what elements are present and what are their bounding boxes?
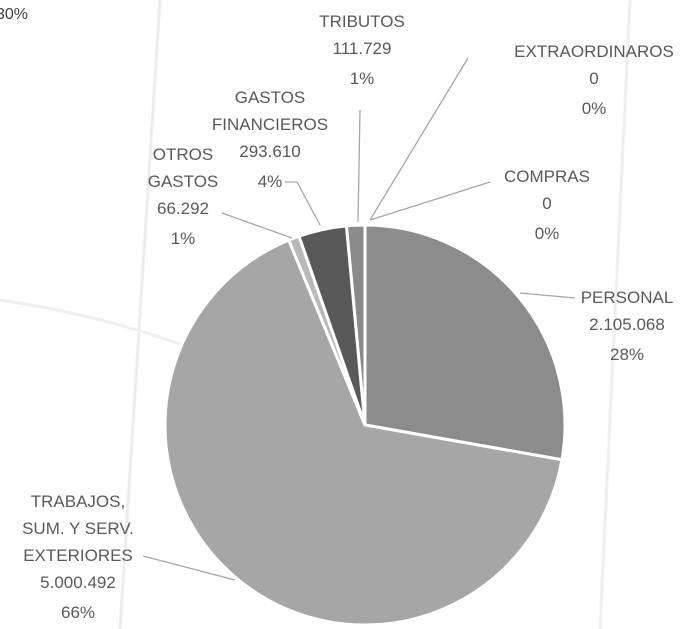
leader-line bbox=[369, 57, 469, 221]
background-line bbox=[118, 0, 162, 629]
percent-label: 66% bbox=[60, 603, 96, 622]
category-label: PERSONAL bbox=[580, 288, 674, 307]
pie-slice bbox=[363, 223, 567, 462]
leader-line bbox=[369, 181, 491, 221]
category-label: TRIBUTOS bbox=[319, 12, 405, 31]
value-label: 66.292 bbox=[157, 199, 209, 218]
value-label: 111.729 bbox=[332, 39, 392, 58]
percent-label: 1% bbox=[170, 229, 196, 248]
percent-label: 1% bbox=[349, 69, 375, 88]
leader-line bbox=[221, 212, 293, 239]
annotation: 30% bbox=[0, 6, 29, 23]
leader-line bbox=[357, 109, 361, 223]
leader-line bbox=[519, 292, 576, 299]
background-line bbox=[598, 0, 632, 629]
category-label: TRABAJOS, SUM. Y SERV. EXTERIORES bbox=[22, 492, 134, 565]
category-label: OTROS GASTOS bbox=[147, 145, 219, 191]
value-label: 0 bbox=[542, 194, 552, 213]
percent-label: 4% bbox=[257, 172, 283, 191]
value-label: 293.610 bbox=[239, 142, 301, 161]
category-label: COMPRAS bbox=[504, 167, 590, 186]
leader-line bbox=[142, 555, 236, 581]
leader-line bbox=[285, 181, 321, 226]
value-label: 0 bbox=[589, 69, 599, 88]
percent-label: 0% bbox=[534, 224, 560, 243]
pie-slice bbox=[163, 238, 564, 627]
percent-label: 28% bbox=[609, 345, 645, 364]
value-label: 5.000.492 bbox=[40, 573, 116, 592]
value-label: 2.105.068 bbox=[589, 315, 665, 334]
category-label: GASTOS FINANCIEROS bbox=[211, 88, 329, 134]
percent-label: 0% bbox=[581, 99, 607, 118]
category-label: EXTRAORDINAROS bbox=[514, 42, 674, 61]
